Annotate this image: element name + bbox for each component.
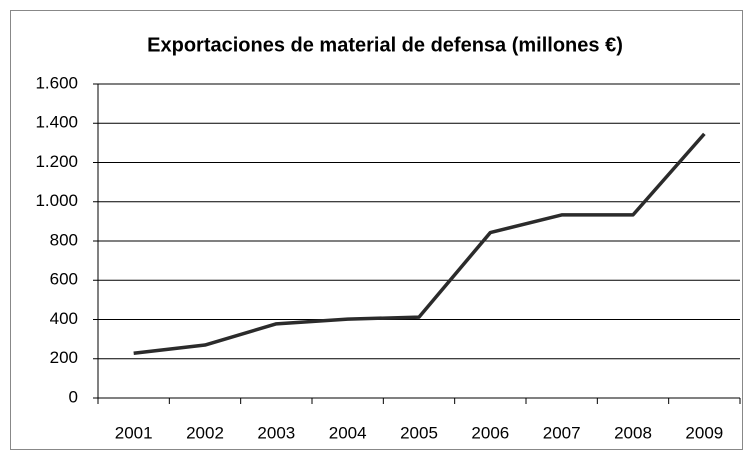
x-tick-label: 2002 bbox=[186, 423, 224, 442]
y-tick-label: 1.000 bbox=[35, 191, 78, 210]
y-tick-label: 1.400 bbox=[35, 113, 78, 132]
y-tick-label: 600 bbox=[50, 270, 78, 289]
y-tick-label: 1.200 bbox=[35, 152, 78, 171]
x-tick-label: 2003 bbox=[257, 423, 295, 442]
chart-title: Exportaciones de material de defensa (mi… bbox=[147, 34, 623, 56]
y-tick-label: 0 bbox=[69, 387, 78, 406]
y-tick-label: 200 bbox=[50, 348, 78, 367]
x-tick-label: 2004 bbox=[329, 423, 367, 442]
x-tick-label: 2007 bbox=[543, 423, 581, 442]
x-tick-label: 2001 bbox=[115, 423, 153, 442]
x-tick-label: 2005 bbox=[400, 423, 438, 442]
x-tick-label: 2009 bbox=[685, 423, 723, 442]
y-tick-label: 400 bbox=[50, 309, 78, 328]
y-tick-label: 1.600 bbox=[35, 73, 78, 92]
y-tick-label: 800 bbox=[50, 230, 78, 249]
data-line bbox=[133, 132, 706, 355]
chart-frame bbox=[10, 10, 743, 450]
x-tick-label: 2008 bbox=[614, 423, 652, 442]
x-tick-label: 2006 bbox=[471, 423, 509, 442]
